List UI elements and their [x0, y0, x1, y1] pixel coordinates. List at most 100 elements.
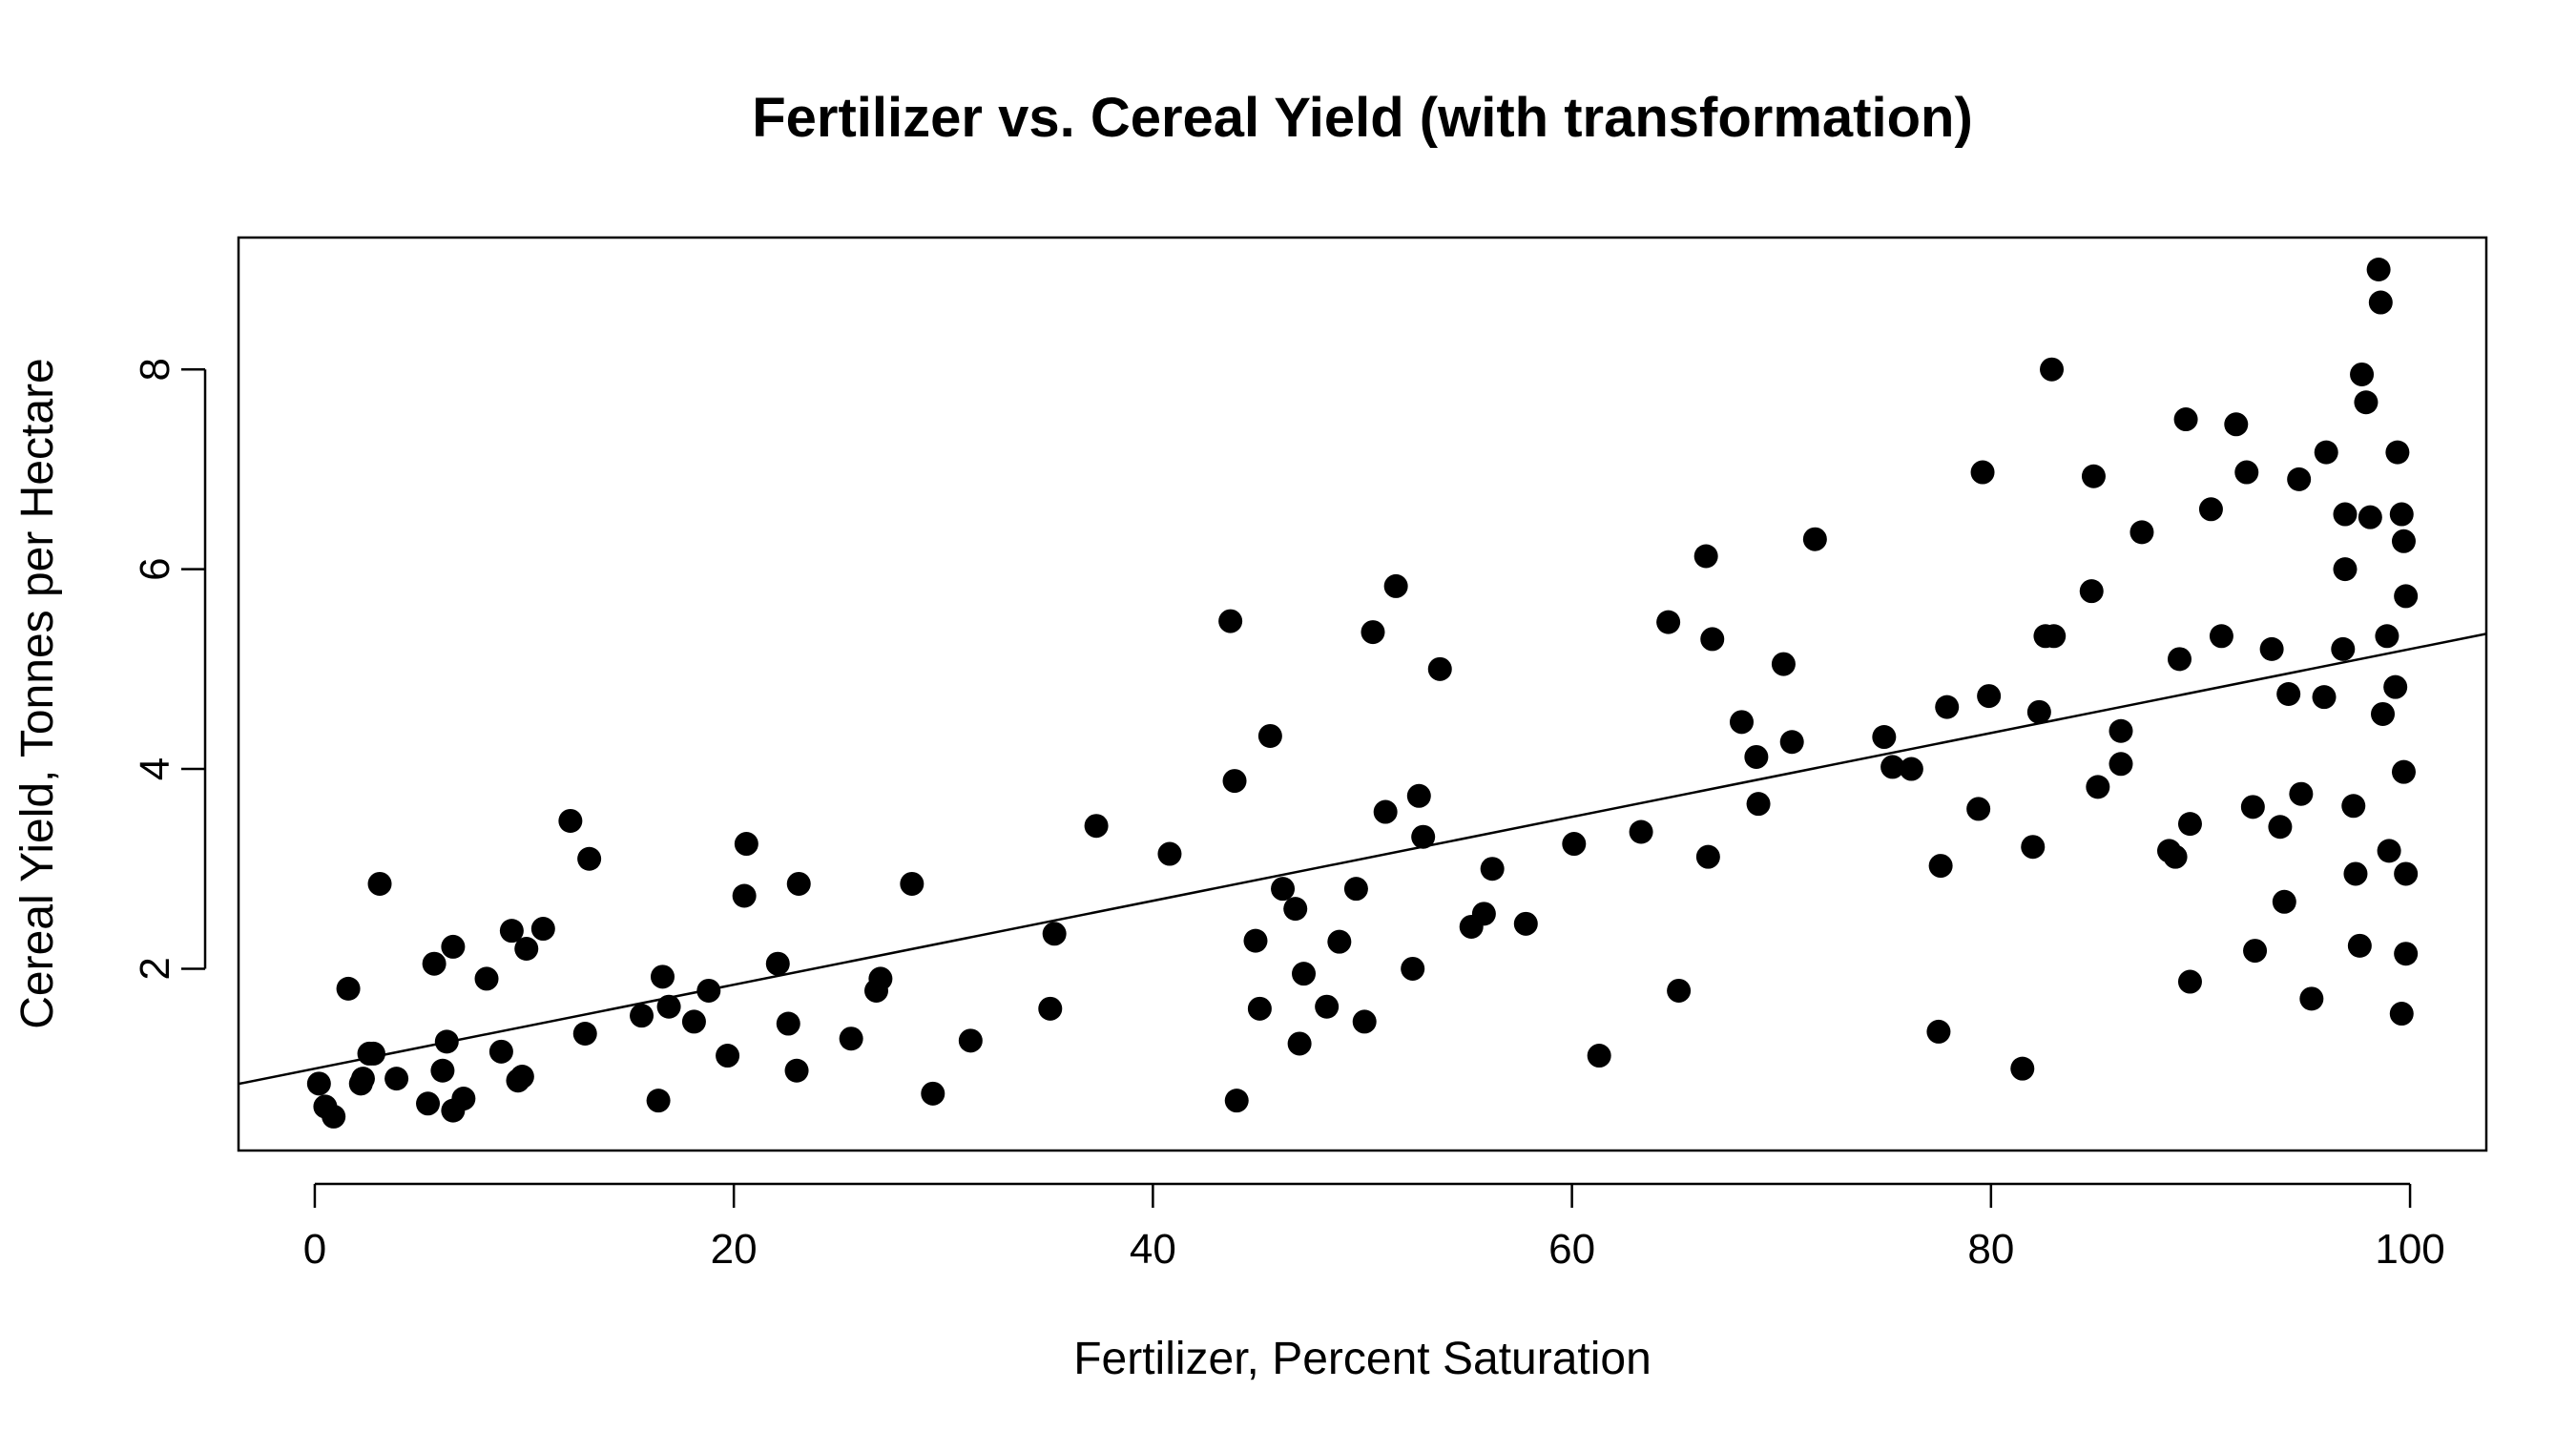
data-point	[2109, 718, 2133, 743]
data-point	[2209, 624, 2233, 649]
data-point	[1257, 723, 1282, 748]
data-point	[1471, 902, 1496, 926]
data-point	[2333, 502, 2358, 527]
data-point	[2276, 682, 2301, 706]
x-tick-label: 80	[1967, 1226, 2014, 1273]
y-tick-label: 4	[132, 757, 178, 780]
data-point	[434, 1029, 459, 1054]
data-point	[2259, 636, 2284, 661]
data-point	[1629, 819, 1653, 844]
data-point	[2347, 933, 2372, 958]
data-point	[2289, 781, 2314, 806]
data-point	[2358, 505, 2382, 529]
data-point	[1693, 544, 1718, 569]
data-point	[474, 966, 499, 991]
data-point	[1656, 610, 1681, 634]
data-point	[2243, 939, 2268, 964]
data-point	[900, 871, 924, 896]
data-point	[2391, 759, 2416, 784]
data-point	[1411, 824, 1436, 849]
data-point	[1779, 730, 1804, 755]
data-point	[1872, 725, 1897, 750]
data-point	[2021, 835, 2046, 860]
x-tick-label: 20	[711, 1226, 758, 1273]
data-point	[786, 871, 811, 896]
data-point	[921, 1081, 945, 1106]
data-point	[734, 832, 758, 857]
y-tick-label: 6	[132, 557, 178, 580]
data-point	[646, 1089, 671, 1113]
data-point	[1292, 962, 1317, 986]
data-point	[732, 883, 757, 908]
data-point	[2173, 407, 2198, 432]
data-point	[2389, 502, 2414, 527]
data-point	[1157, 841, 1182, 866]
data-point	[696, 978, 721, 1003]
data-point	[1480, 857, 1505, 881]
data-point	[1038, 996, 1063, 1021]
data-point	[2272, 889, 2296, 914]
data-point	[2129, 520, 2154, 545]
data-point	[1587, 1044, 1611, 1068]
data-point	[1373, 799, 1398, 824]
data-point	[2163, 844, 2188, 869]
data-point	[2042, 624, 2067, 649]
data-point	[2391, 529, 2416, 553]
data-point	[2177, 969, 2202, 994]
x-tick-label: 60	[1548, 1226, 1595, 1273]
data-point	[839, 1027, 863, 1051]
data-point	[2040, 357, 2065, 382]
data-point	[1042, 922, 1067, 946]
data-point	[1880, 755, 1905, 779]
data-point	[2079, 579, 2104, 604]
data-point	[2010, 1056, 2035, 1081]
data-point	[765, 951, 790, 976]
data-point	[488, 1039, 513, 1064]
y-tick-label: 8	[132, 358, 178, 381]
y-axis: 2 4 6 8	[132, 358, 207, 981]
data-point	[2341, 794, 2366, 819]
x-tick-label: 0	[303, 1226, 326, 1273]
data-point	[2354, 390, 2379, 415]
data-point	[577, 846, 602, 871]
regression-line	[238, 633, 2487, 1086]
data-point	[2350, 362, 2375, 386]
data-point	[1899, 757, 1923, 781]
data-point	[2394, 861, 2419, 886]
data-point	[1401, 956, 1425, 981]
data-point	[416, 1091, 441, 1116]
data-point	[1352, 1009, 1377, 1034]
data-point	[2371, 701, 2396, 726]
data-point	[2081, 464, 2106, 488]
data-point	[1802, 527, 1827, 551]
data-point	[430, 1058, 455, 1083]
data-point	[1287, 1031, 1312, 1056]
data-point	[2331, 636, 2356, 661]
data-point	[1383, 573, 1408, 598]
data-point	[2287, 467, 2312, 491]
data-point	[784, 1058, 809, 1083]
data-point	[2383, 674, 2408, 699]
data-point	[530, 917, 555, 942]
data-point	[572, 1021, 597, 1046]
data-point	[1771, 652, 1796, 676]
data-point	[1928, 854, 1953, 879]
regression-line-layer	[238, 633, 2487, 1086]
data-point	[367, 871, 392, 896]
data-point	[509, 1065, 534, 1089]
data-point	[1247, 996, 1272, 1021]
data-point	[1343, 877, 1368, 902]
data-point	[1315, 994, 1340, 1019]
data-point	[350, 1067, 375, 1091]
data-point	[2389, 1002, 2414, 1027]
data-point	[514, 936, 539, 961]
data-point	[2234, 460, 2259, 485]
data-point	[322, 1104, 346, 1129]
data-point	[558, 808, 583, 833]
data-point	[656, 994, 681, 1019]
data-point	[2377, 839, 2401, 863]
data-point	[1970, 460, 1995, 485]
data-point	[1218, 609, 1243, 633]
chart-title: Fertilizer vs. Cereal Yield (with transf…	[752, 87, 1973, 149]
